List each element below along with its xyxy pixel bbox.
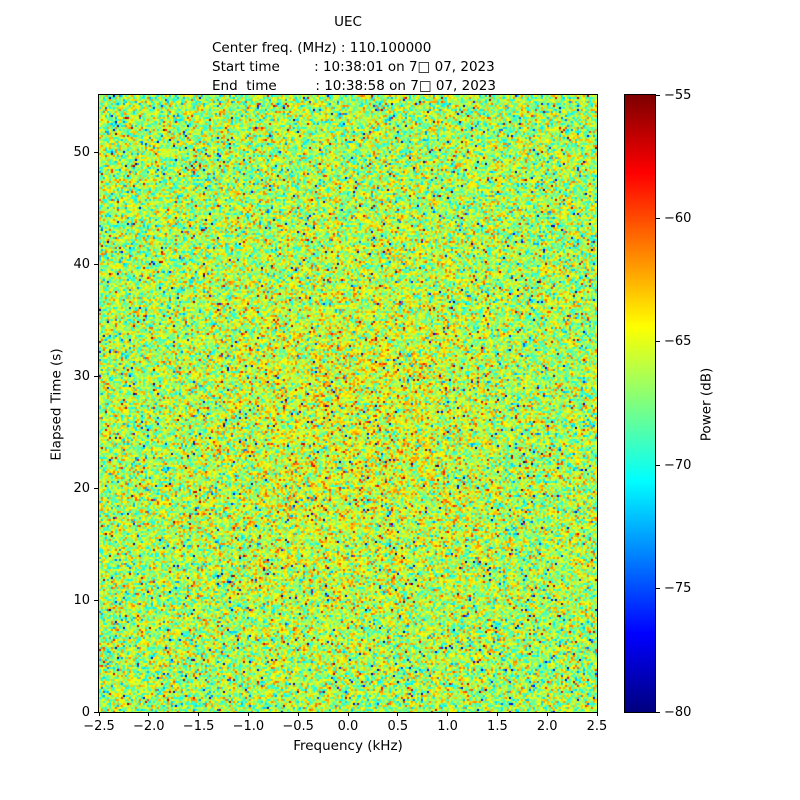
chart-title: UEC bbox=[334, 14, 362, 30]
x-tick-mark bbox=[596, 712, 598, 716]
colorbar-tick-label: −70 bbox=[664, 457, 692, 473]
y-tick-mark bbox=[94, 375, 98, 377]
heatmap-canvas bbox=[99, 95, 597, 712]
x-tick-mark bbox=[297, 712, 299, 716]
start-time-line: Start time : 10:38:01 on 7□ 07, 2023 bbox=[212, 59, 495, 75]
x-tick-mark bbox=[98, 712, 100, 716]
x-tick-label: −1.0 bbox=[232, 719, 265, 734]
colorbar-tick-label: −60 bbox=[664, 210, 692, 226]
colorbar-tick-mark bbox=[656, 711, 660, 713]
center-freq-line: Center freq. (MHz) : 110.100000 bbox=[212, 40, 432, 56]
y-tick-mark bbox=[94, 487, 98, 489]
y-tick-label: 50 bbox=[73, 144, 90, 160]
x-tick-label: 1.5 bbox=[487, 719, 508, 734]
x-tick-label: 1.0 bbox=[437, 719, 458, 734]
x-tick-label: −2.0 bbox=[133, 719, 165, 734]
y-tick-mark bbox=[94, 599, 98, 601]
colorbar-tick-mark bbox=[656, 341, 660, 343]
colorbar-tick-mark bbox=[656, 464, 660, 466]
x-tick-mark bbox=[347, 712, 349, 716]
y-tick-label: 20 bbox=[73, 480, 90, 496]
colorbar-tick-mark bbox=[656, 217, 660, 219]
x-tick-mark bbox=[198, 712, 200, 716]
x-tick-mark bbox=[447, 712, 449, 716]
colorbar-tick-label: −55 bbox=[664, 87, 692, 103]
y-tick-label: 40 bbox=[73, 256, 90, 272]
x-tick-mark bbox=[546, 712, 548, 716]
colorbar-tick-label: −75 bbox=[664, 581, 692, 597]
y-tick-mark bbox=[94, 263, 98, 265]
y-tick-mark bbox=[94, 151, 98, 153]
colorbar-tick-mark bbox=[656, 94, 660, 96]
y-tick-label: 10 bbox=[73, 592, 90, 608]
x-tick-label: −1.5 bbox=[182, 719, 215, 734]
chart-info-lines: Center freq. (MHz) : 110.100000 Start ti… bbox=[212, 39, 496, 96]
x-tick-mark bbox=[496, 712, 498, 716]
y-axis-label: Elapsed Time (s) bbox=[48, 348, 65, 461]
x-tick-mark bbox=[247, 712, 249, 716]
plot-area bbox=[98, 94, 598, 713]
colorbar-canvas bbox=[625, 95, 655, 712]
x-tick-label: −2.5 bbox=[83, 719, 115, 734]
x-tick-mark bbox=[397, 712, 399, 716]
colorbar-label: Power (dB) bbox=[698, 367, 715, 442]
y-tick-label: 0 bbox=[81, 704, 90, 720]
colorbar bbox=[624, 94, 656, 713]
x-tick-label: 0.0 bbox=[337, 719, 359, 734]
x-axis-label: Frequency (kHz) bbox=[293, 738, 403, 754]
x-tick-label: 0.5 bbox=[387, 719, 409, 734]
x-tick-mark bbox=[148, 712, 150, 716]
x-tick-label: −0.5 bbox=[282, 719, 314, 734]
x-tick-label: 2.0 bbox=[536, 719, 558, 734]
end-time-line: End time : 10:38:58 on 7□ 07, 2023 bbox=[212, 78, 496, 94]
x-tick-label: 2.5 bbox=[586, 719, 608, 734]
colorbar-tick-label: −80 bbox=[664, 704, 692, 720]
y-tick-label: 30 bbox=[73, 368, 90, 384]
y-tick-mark bbox=[94, 711, 98, 713]
colorbar-tick-mark bbox=[656, 588, 660, 590]
colorbar-tick-label: −65 bbox=[664, 334, 692, 350]
